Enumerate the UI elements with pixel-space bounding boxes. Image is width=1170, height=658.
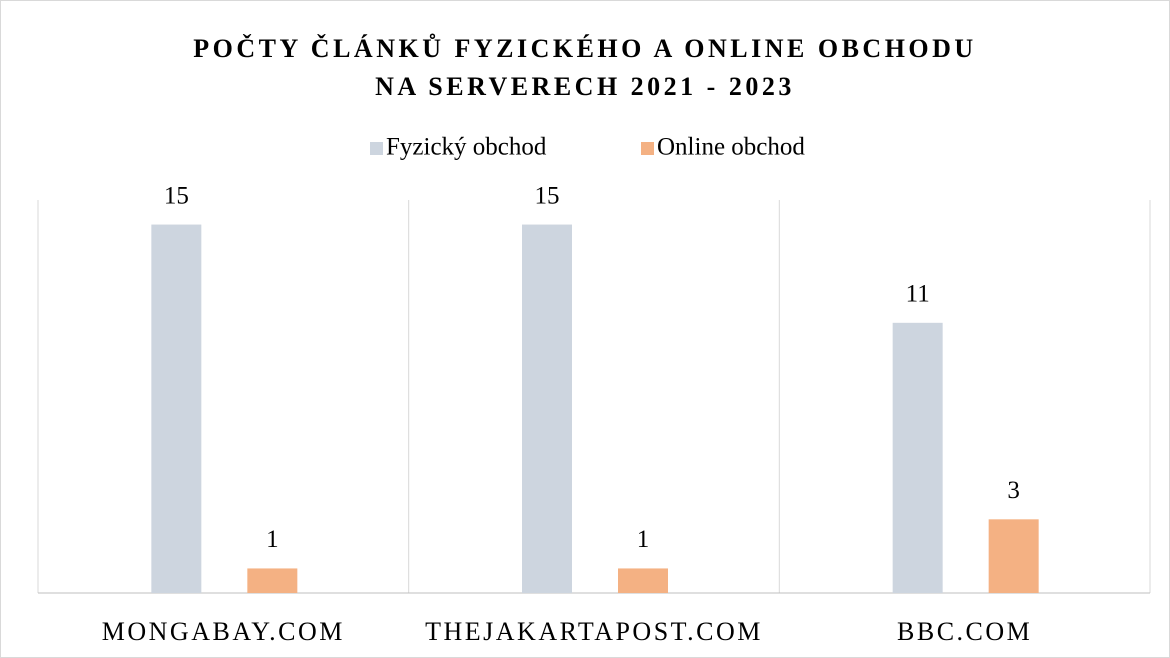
- bar: [247, 568, 298, 593]
- x-tick-label: BBC.COM: [897, 617, 1032, 646]
- x-tick-label: MONGABAY.COM: [102, 617, 345, 646]
- data-label: 1: [266, 526, 279, 553]
- legend-swatch: [641, 142, 654, 155]
- data-label: 1: [637, 526, 650, 553]
- legend-swatch: [370, 142, 383, 155]
- data-label: 15: [164, 182, 189, 209]
- bar: [522, 224, 572, 593]
- legend-label: Fyzický obchod: [386, 134, 547, 161]
- bar: [618, 568, 668, 593]
- x-tick-label: THEJAKARTAPOST.COM: [425, 617, 763, 646]
- data-label: 3: [1007, 477, 1020, 504]
- bar: [151, 224, 202, 593]
- legend-label: Online obchod: [657, 134, 805, 161]
- bar: [988, 519, 1039, 593]
- chart-title: NA SERVERECH 2021 - 2023: [375, 72, 795, 101]
- chart-title: POČTY ČLÁNKŮ FYZICKÉHO A ONLINE OBCHODU: [193, 33, 976, 63]
- data-label: 15: [535, 182, 560, 209]
- bar: [892, 322, 943, 593]
- data-label: 11: [906, 281, 930, 308]
